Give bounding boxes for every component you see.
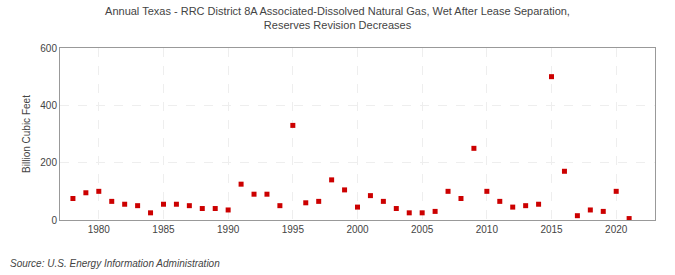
svg-text:1990: 1990 <box>217 224 240 235</box>
svg-text:2015: 2015 <box>540 224 563 235</box>
svg-text:1980: 1980 <box>88 224 111 235</box>
svg-text:Billion Cubic Feet: Billion Cubic Feet <box>21 95 32 173</box>
svg-text:2010: 2010 <box>476 224 499 235</box>
svg-text:2020: 2020 <box>605 224 628 235</box>
svg-text:2005: 2005 <box>411 224 434 235</box>
svg-text:600: 600 <box>40 43 57 54</box>
svg-text:2000: 2000 <box>346 224 369 235</box>
svg-text:400: 400 <box>40 100 57 111</box>
svg-text:Source: U.S. Energy Informatio: Source: U.S. Energy Information Administ… <box>10 258 220 269</box>
svg-text:0: 0 <box>51 215 57 226</box>
svg-text:1995: 1995 <box>282 224 305 235</box>
svg-text:Annual Texas - RRC District 8A: Annual Texas - RRC District 8A Associate… <box>105 5 570 31</box>
svg-text:1985: 1985 <box>152 224 175 235</box>
svg-text:200: 200 <box>40 157 57 168</box>
